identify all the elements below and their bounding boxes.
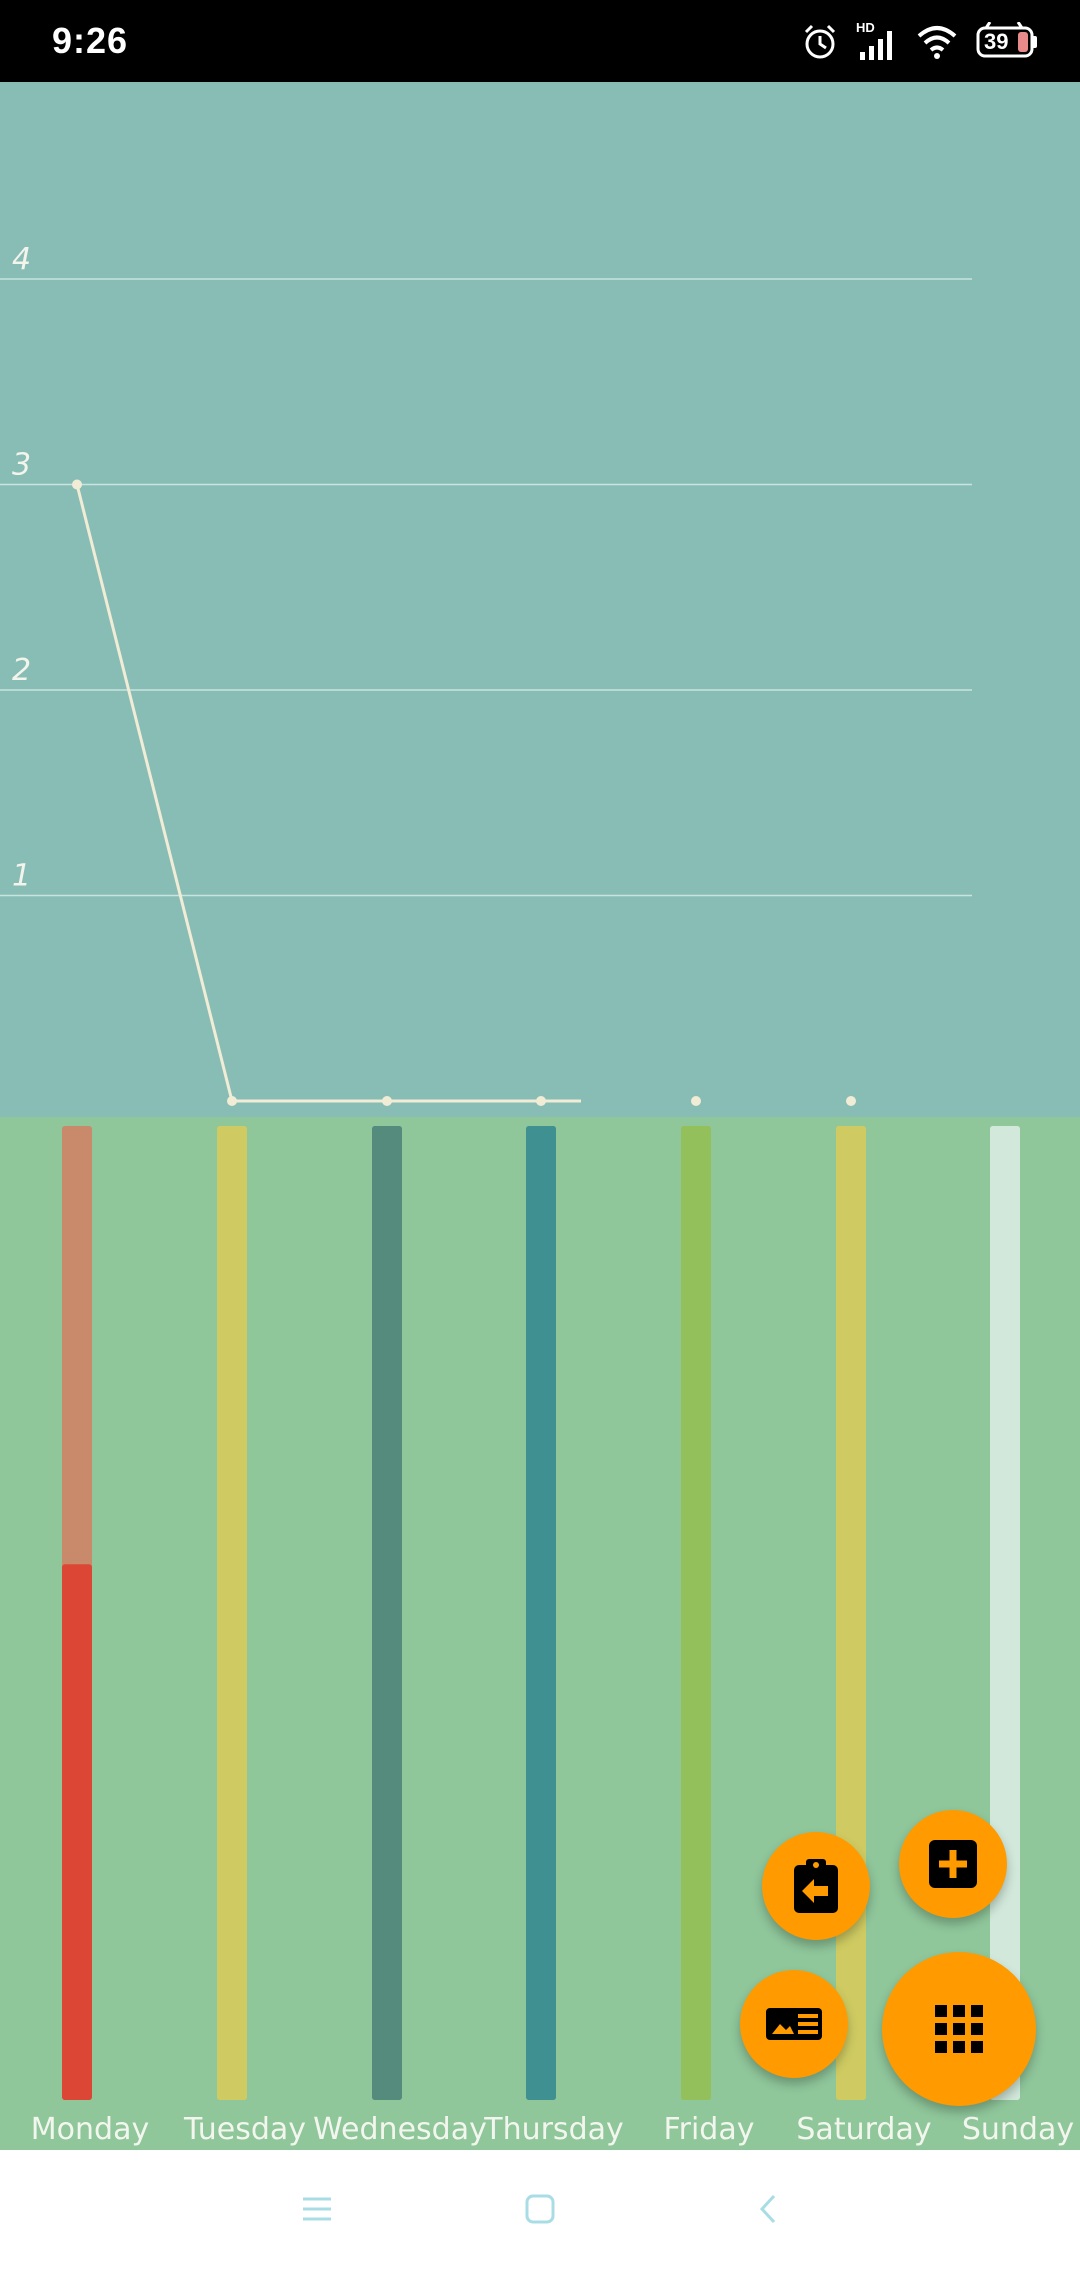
data-point[interactable] xyxy=(846,1096,856,1106)
bar[interactable] xyxy=(372,1126,402,2100)
x-tick-label: Tuesday xyxy=(183,2112,306,2147)
status-bar: 9:26 HD xyxy=(0,0,1080,82)
data-point[interactable] xyxy=(691,1096,701,1106)
status-time: 9:26 xyxy=(52,20,129,61)
y-tick-label: 1 xyxy=(12,859,31,894)
bar[interactable] xyxy=(836,1126,866,2100)
data-point[interactable] xyxy=(382,1096,392,1106)
bar[interactable] xyxy=(681,1126,711,2100)
y-tick-label: 4 xyxy=(12,242,31,277)
card-list-button[interactable] xyxy=(740,1970,848,2078)
y-tick-label: 3 xyxy=(12,448,31,483)
network-label: HD xyxy=(856,20,875,35)
menu-icon[interactable] xyxy=(300,2192,334,2226)
bar[interactable] xyxy=(990,1126,1020,2100)
x-tick-label: Saturday xyxy=(796,2112,931,2147)
y-tick-label: 2 xyxy=(12,653,31,688)
home-icon[interactable] xyxy=(523,2192,557,2226)
navigation-bar xyxy=(0,2150,1080,2280)
alarm-icon xyxy=(804,24,836,59)
image-list-icon xyxy=(766,2008,822,2040)
x-tick-label: Sunday xyxy=(962,2112,1074,2147)
x-tick-label: Monday xyxy=(31,2112,149,2147)
line-chart-panel: 1 2 3 4 xyxy=(0,82,1080,1117)
bar[interactable] xyxy=(526,1126,556,2100)
bar[interactable] xyxy=(62,1564,92,2100)
data-point[interactable] xyxy=(72,479,82,490)
line-chart: 1 2 3 4 xyxy=(0,242,972,1106)
x-tick-label: Friday xyxy=(664,2112,755,2147)
x-tick-label: Wednesday xyxy=(313,2112,487,2147)
add-box-icon xyxy=(929,1840,977,1888)
wifi-icon xyxy=(917,26,957,59)
status-icons: HD 39 xyxy=(800,18,1040,66)
data-point[interactable] xyxy=(227,1096,237,1106)
add-button[interactable] xyxy=(899,1810,1007,1918)
signal-icon: HD xyxy=(856,20,900,62)
battery-icon: 39 xyxy=(974,22,1040,62)
apps-grid-button[interactable] xyxy=(882,1952,1036,2106)
bar[interactable] xyxy=(217,1126,247,2100)
back-icon[interactable] xyxy=(752,2192,786,2226)
grid-icon xyxy=(935,2005,983,2053)
clipboard-back-icon xyxy=(794,1859,838,1913)
battery-level: 39 xyxy=(984,29,1009,54)
x-tick-label: Thursday xyxy=(483,2112,624,2147)
series-line xyxy=(75,484,581,1103)
data-point[interactable] xyxy=(536,1096,546,1106)
clipboard-back-button[interactable] xyxy=(762,1832,870,1940)
